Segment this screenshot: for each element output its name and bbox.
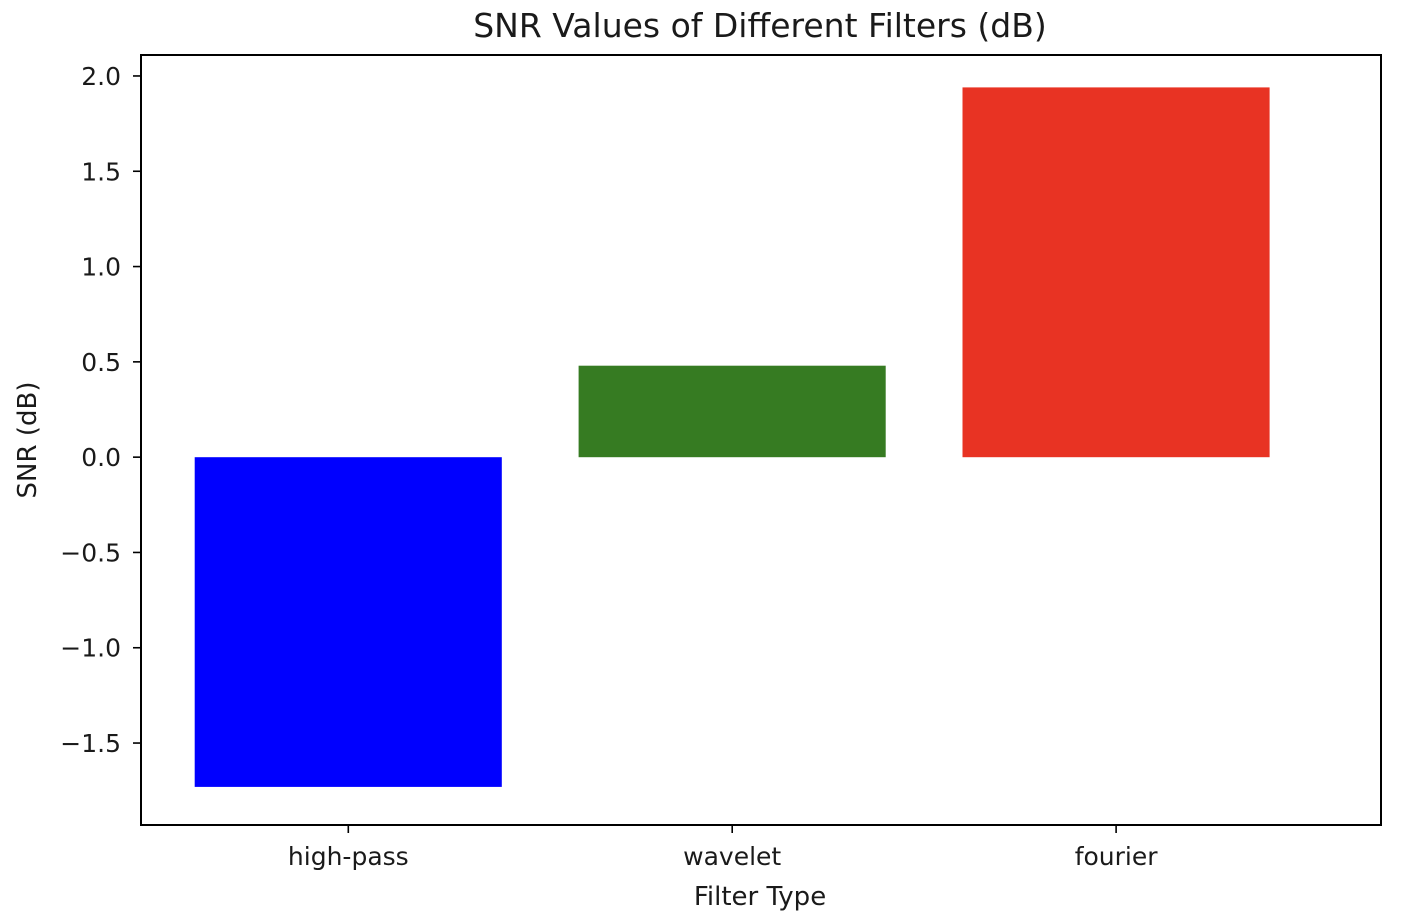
x-axis-label: Filter Type	[694, 882, 826, 912]
x-tick-label: high-pass	[288, 842, 409, 871]
x-tick-label: wavelet	[683, 842, 781, 871]
axes-frame	[140, 54, 1382, 826]
y-tick-label: −1.5	[60, 729, 121, 758]
y-tick-label: 0.5	[81, 348, 121, 377]
y-tick-label: 2.0	[81, 62, 121, 91]
x-tick-label: fourier	[1075, 842, 1159, 871]
y-axis: 2.0 1.5 1.0 0.5 0.0 −0.5 −1.0 −1.5	[60, 62, 141, 758]
x-axis: high-pass wavelet fourier	[288, 825, 1158, 871]
chart-title: SNR Values of Different Filters (dB)	[473, 6, 1047, 45]
y-tick-label: −1.0	[60, 634, 121, 663]
y-tick-label: 0.0	[81, 443, 121, 472]
bar-fourier	[962, 87, 1270, 458]
y-tick-label: −0.5	[60, 538, 121, 567]
y-axis-label: SNR (dB)	[13, 382, 43, 499]
y-tick-label: 1.0	[81, 253, 121, 282]
plot-area	[194, 87, 1270, 787]
y-tick-label: 1.5	[81, 157, 121, 186]
bar-high-pass	[194, 457, 502, 787]
bar-wavelet	[578, 365, 886, 458]
